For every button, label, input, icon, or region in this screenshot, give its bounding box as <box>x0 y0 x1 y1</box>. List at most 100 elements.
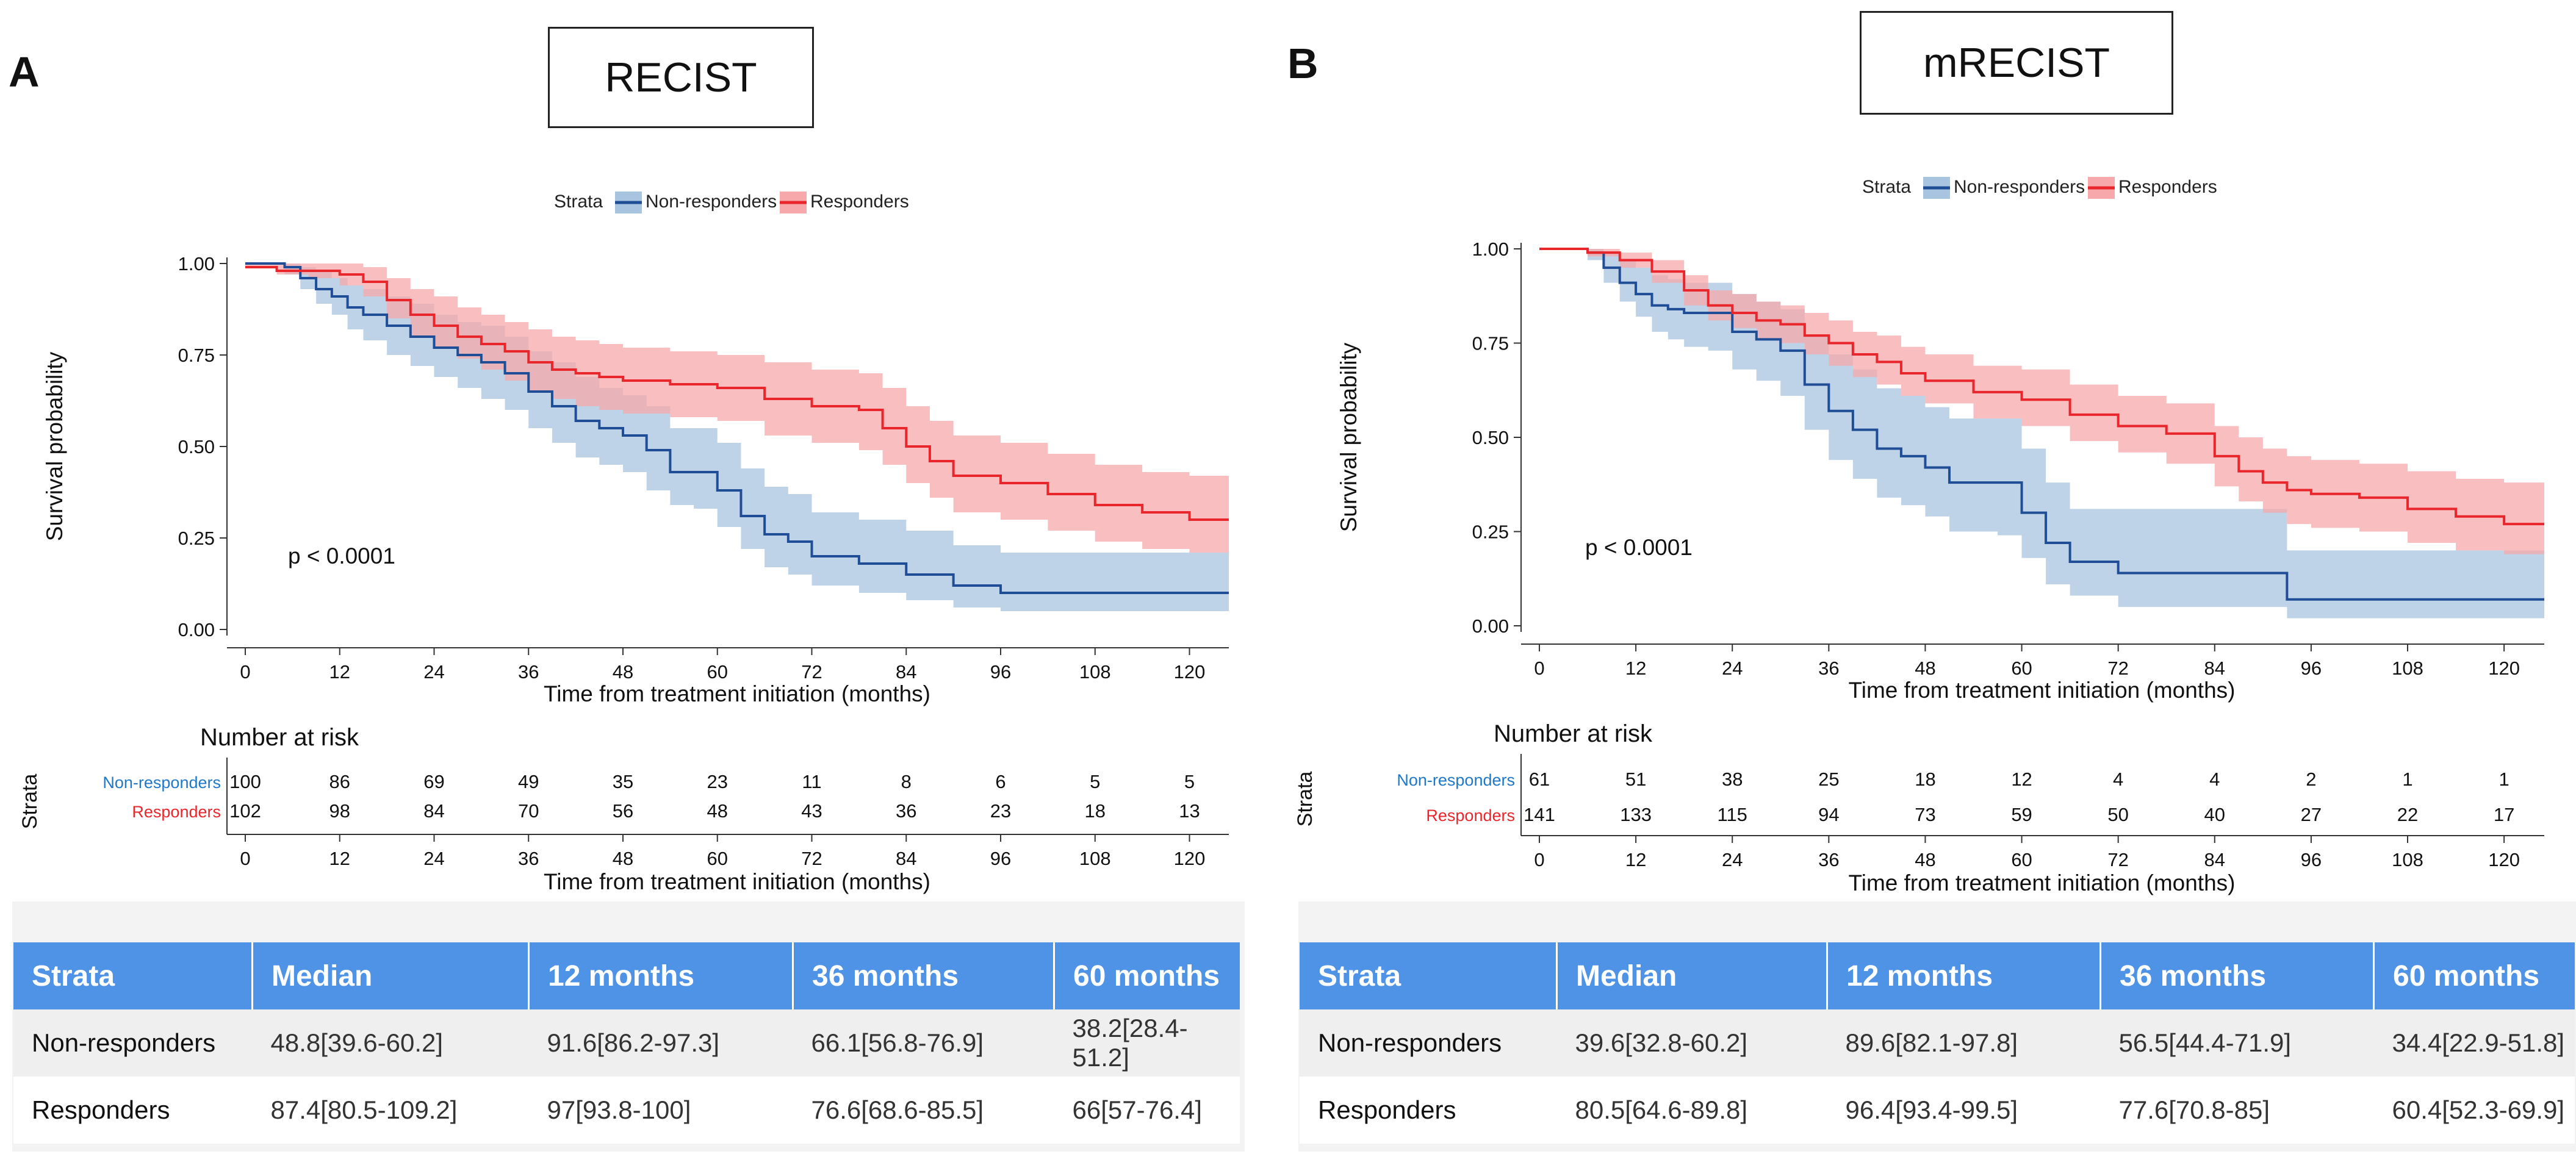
table-cell: 80.5[64.6-89.8] <box>1556 1077 1827 1144</box>
risk-count: 69 <box>423 771 444 792</box>
risk-count: 4 <box>2113 769 2123 790</box>
risk-count: 61 <box>1529 769 1550 790</box>
legend-label-non-responders: Non-responders <box>646 192 777 212</box>
p-value: p < 0.0001 <box>1585 535 1693 560</box>
risk-count: 73 <box>1915 804 1935 825</box>
risk-count: 38 <box>1722 769 1743 790</box>
risk-x-tick-label: 96 <box>2301 849 2322 870</box>
y-tick-label: 0.75 <box>178 345 215 366</box>
risk-x-tick-label: 108 <box>2392 849 2423 870</box>
risk-count: 6 <box>995 771 1006 792</box>
risk-count: 18 <box>1085 800 1106 822</box>
x-tick-label: 84 <box>2204 658 2225 679</box>
table-cell: 60.4[52.3-69.9] <box>2373 1077 2575 1144</box>
x-tick-label: 36 <box>1818 658 1839 679</box>
x-tick-label: 12 <box>329 661 350 683</box>
risk-count: 70 <box>518 800 539 822</box>
table-header: 12 months <box>1827 942 2101 1009</box>
risk-count: 50 <box>2107 804 2128 825</box>
table-cell: 66.1[56.8-76.9] <box>793 1009 1054 1077</box>
table-row: Non-responders 48.8[39.6-60.2] 91.6[86.2… <box>13 1009 1240 1077</box>
risk-row-label: Non-responders <box>1397 771 1515 789</box>
x-tick-label: 36 <box>518 661 539 683</box>
x-tick-label: 120 <box>2488 658 2520 679</box>
x-tick-label: 60 <box>707 661 728 683</box>
survival-line-responders <box>245 266 1229 521</box>
survival-line-non-responders <box>1539 248 2544 601</box>
x-tick-label: 96 <box>990 661 1011 683</box>
risk-count: 102 <box>229 800 261 822</box>
risk-count: 35 <box>613 771 633 792</box>
table-header: Median <box>1556 942 1828 1009</box>
x-axis-label: Time from treatment initiation (months) <box>1849 678 2236 703</box>
table-row: Non-responders 39.6[32.8-60.2] 89.6[82.1… <box>1300 1009 2575 1077</box>
table-cell: Responders <box>13 1077 253 1144</box>
x-tick-label: 72 <box>2107 658 2128 679</box>
risk-count: 40 <box>2204 804 2225 825</box>
table-header-row: Strata Median 12 months 36 months 60 mon… <box>1300 942 2575 1009</box>
table-cell: 34.4[22.9-51.8] <box>2373 1009 2575 1077</box>
table-cell: 77.6[70.8-85] <box>2100 1077 2374 1144</box>
risk-count: 17 <box>2494 804 2514 825</box>
risk-x-tick-label: 0 <box>240 848 250 869</box>
x-tick-label: 12 <box>1625 658 1646 679</box>
x-tick-label: 48 <box>1915 658 1935 679</box>
table-cell: 97[93.8-100] <box>528 1077 793 1144</box>
risk-count: 49 <box>518 771 539 792</box>
y-tick-label: 1.00 <box>1472 238 1509 260</box>
survival-line-non-responders <box>245 262 1229 594</box>
risk-count: 23 <box>990 800 1011 822</box>
risk-x-axis-label: Time from treatment initiation (months) <box>1849 870 2236 895</box>
risk-row-label: Non-responders <box>103 773 221 792</box>
risk-row-label: Responders <box>132 803 221 821</box>
table-cell: 76.6[68.6-85.5] <box>793 1077 1054 1144</box>
risk-count: 25 <box>1818 769 1839 790</box>
risk-x-tick-label: 12 <box>1625 849 1646 870</box>
x-tick-label: 60 <box>2011 658 2032 679</box>
risk-count: 141 <box>1524 804 1555 825</box>
risk-count: 2 <box>2306 769 2316 790</box>
y-tick-label: 0.25 <box>1472 522 1509 543</box>
risk-count: 8 <box>901 771 912 792</box>
risk-count: 133 <box>1620 804 1652 825</box>
y-tick-label: 0.00 <box>178 619 215 640</box>
risk-count: 84 <box>423 800 444 822</box>
table-cell: 87.4[80.5-109.2] <box>252 1077 529 1144</box>
km-chart-recist: Strata Non-responders Responders 0.00 0.25 0.… <box>18 192 1229 894</box>
table-header-row: Strata Median 12 months 36 months 60 mon… <box>13 942 1240 1009</box>
table-cell: 66[57-76.4] <box>1054 1077 1240 1144</box>
x-tick-label: 96 <box>2301 658 2322 679</box>
risk-count: 94 <box>1818 804 1839 825</box>
risk-x-tick-label: 48 <box>613 848 633 869</box>
risk-count: 56 <box>613 800 633 822</box>
table-cell: Non-responders <box>1300 1009 1557 1077</box>
risk-x-tick-label: 60 <box>707 848 728 869</box>
y-tick-label: 0.75 <box>1472 333 1509 354</box>
x-tick-label: 84 <box>896 661 916 683</box>
y-tick-label: 0.00 <box>1472 615 1509 637</box>
risk-count: 86 <box>329 771 350 792</box>
y-tick-label: 1.00 <box>178 253 215 274</box>
risk-x-tick-label: 60 <box>2011 849 2032 870</box>
risk-x-tick-label: 24 <box>423 848 444 869</box>
risk-y-label: Strata <box>18 774 41 830</box>
x-tick-label: 120 <box>1174 661 1206 683</box>
table-cell: 48.8[39.6-60.2] <box>252 1009 529 1077</box>
legend-label-responders: Responders <box>2118 177 2217 197</box>
x-tick-label: 0 <box>240 661 250 683</box>
table-cell: 89.6[82.1-97.8] <box>1827 1009 2101 1077</box>
table-cell: 38.2[28.4-51.2] <box>1054 1009 1240 1077</box>
risk-x-tick-label: 12 <box>329 848 350 869</box>
km-chart-mrecist: Strata Non-responders Responders 0.00 0.25 0.… <box>1293 177 2544 895</box>
y-tick-label: 0.50 <box>178 436 215 457</box>
table-header: 36 months <box>2100 942 2375 1009</box>
table-header: Median <box>252 942 530 1009</box>
panel-title-a: RECIST <box>548 27 814 128</box>
panel-letter-a: A <box>9 48 40 96</box>
risk-x-axis-label: Time from treatment initiation (months) <box>544 869 930 894</box>
x-axis-label: Time from treatment initiation (months) <box>544 681 930 706</box>
x-tick-label: 24 <box>1722 658 1743 679</box>
risk-count: 27 <box>2301 804 2322 825</box>
panel-letter-b: B <box>1287 40 1319 87</box>
table-header: 60 months <box>2373 942 2575 1009</box>
